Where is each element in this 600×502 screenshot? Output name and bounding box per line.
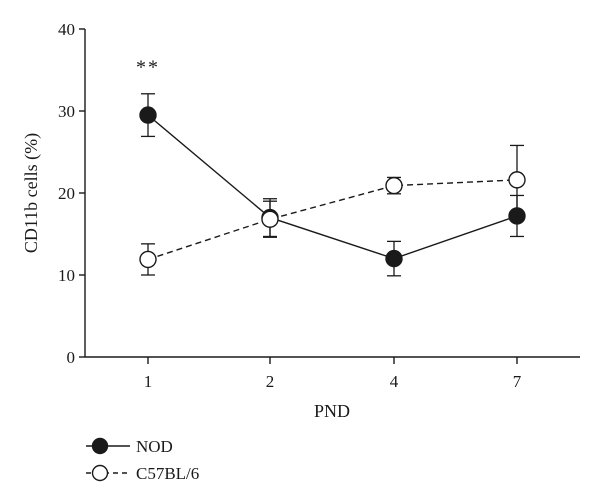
x-tick-label: 4: [390, 372, 399, 391]
y-axis-title: CD11b cells (%): [21, 133, 42, 253]
data-point: [139, 250, 157, 269]
series-c57bl6: [139, 144, 526, 276]
legend-label: C57BL/6: [136, 464, 199, 483]
legend-item: NOD: [86, 437, 173, 456]
significance-annotation: **: [136, 56, 160, 78]
series-layer: [139, 93, 526, 277]
annotation-layer: **: [136, 56, 160, 78]
y-tick-label: 40: [58, 20, 75, 39]
x-tick-label: 7: [513, 372, 522, 391]
legend-item: C57BL/6: [86, 464, 199, 483]
y-tick-label: 20: [58, 184, 75, 203]
data-point: [139, 106, 157, 124]
x-tick-label: 2: [266, 372, 275, 391]
y-tick-label: 30: [58, 102, 75, 121]
series-line: [147, 114, 518, 260]
legend: NOD C57BL/6: [86, 437, 199, 483]
legend-marker: [91, 464, 109, 482]
series-line: [147, 179, 518, 261]
series-nod: [139, 93, 526, 277]
data-point: [261, 210, 279, 228]
y-tick-label: 0: [67, 348, 76, 367]
data-point: [385, 249, 403, 268]
y-tick-label: 10: [58, 266, 75, 285]
data-point: [508, 171, 526, 189]
legend-marker: [91, 437, 109, 455]
legend-label: NOD: [136, 437, 173, 456]
data-point: [385, 176, 403, 195]
x-tick-label: 1: [144, 372, 153, 391]
x-axis-title: PND: [314, 401, 350, 421]
axes: 0 10 20 30 40 1 2 4 7: [58, 20, 580, 391]
